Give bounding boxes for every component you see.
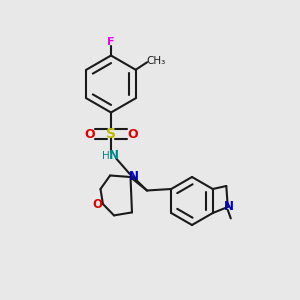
Text: N: N — [224, 200, 234, 214]
Text: S: S — [106, 127, 116, 141]
Text: N: N — [109, 149, 119, 162]
Text: H: H — [102, 151, 110, 161]
Text: O: O — [127, 128, 138, 141]
Text: CH₃: CH₃ — [146, 56, 166, 66]
Text: O: O — [84, 128, 95, 141]
Text: N: N — [128, 169, 139, 183]
Text: O: O — [92, 197, 102, 211]
Text: F: F — [107, 37, 115, 47]
